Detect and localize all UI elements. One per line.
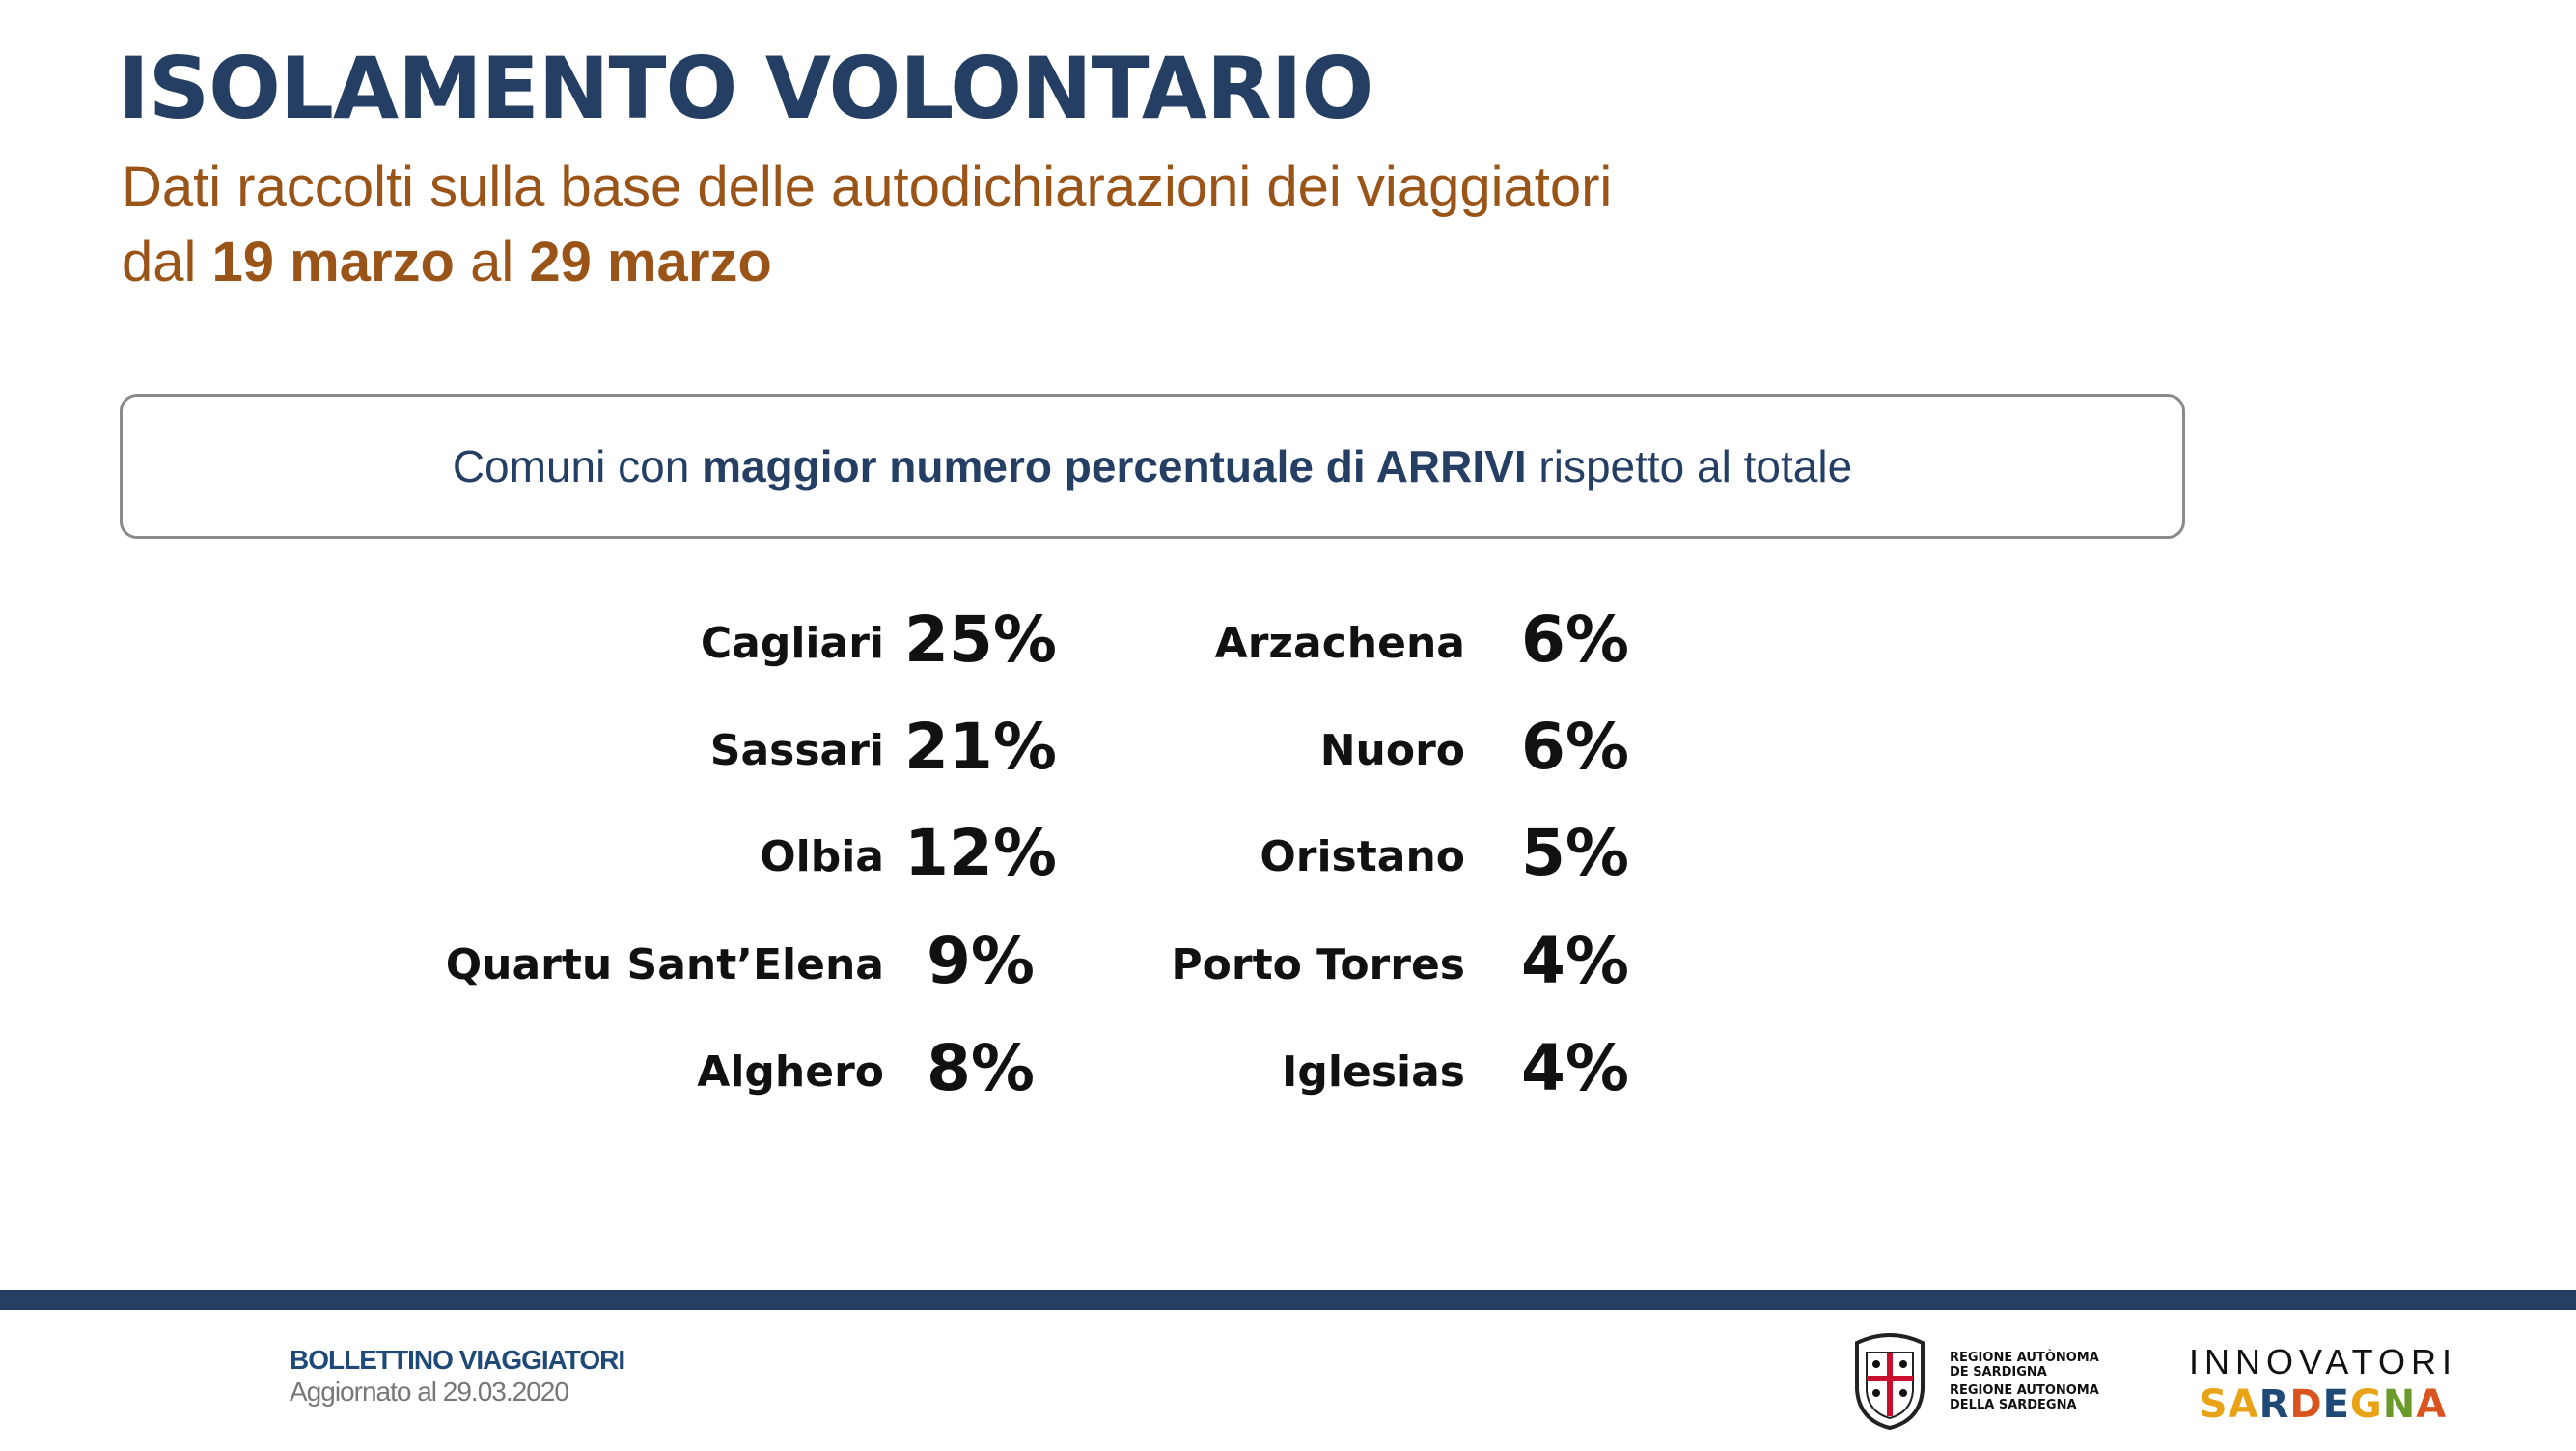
city-percentage: 5% [1521,816,1630,890]
city-percentage: 8% [926,1031,1036,1105]
innovatori-logo: INNOVATORI SARDEGNA [2189,1342,2458,1427]
subtitle-line1: Dati raccolti sulla base delle autodichi… [122,155,1613,218]
footer-bar [0,1290,2576,1310]
city-percentage: 6% [1521,602,1630,677]
city-name: Alghero [697,1047,884,1097]
city-name: Cagliari [700,619,884,668]
city-percentage: 6% [1521,710,1630,784]
subtitle-line2: dal 19 marzo al 29 marzo [122,231,772,293]
city-percentage: 9% [926,924,1036,998]
city-percentage: 4% [1521,1031,1630,1105]
city-name: Oristano [1260,832,1465,881]
city-name: Quartu Sant’Elena [445,940,884,990]
footer-updated: Aggiornato al 29.03.2020 [290,1377,569,1407]
region-logo: REGIONE AUTÒNOMA DE SARDIGNA REGIONE AUTON… [1843,1331,2099,1432]
city-name: Sassari [709,726,884,775]
city-name: Porto Torres [1171,940,1465,990]
city-name: Arzachena [1214,619,1465,668]
city-percentage: 21% [904,710,1057,784]
city-name: Nuoro [1319,726,1465,775]
section-header-box: Comuni con maggior numero percentuale di… [120,394,2185,539]
city-percentage: 4% [1521,924,1630,998]
city-percentage: 25% [904,602,1057,677]
footer-title: BOLLETTINO VIAGGIATORI [290,1345,625,1375]
city-name: Iglesias [1282,1047,1465,1097]
city-name: Olbia [760,832,884,881]
city-percentage: 12% [904,816,1057,890]
coat-of-arms-icon [1855,1333,1925,1431]
page-title: ISOLAMENTO VOLONTARIO [118,39,1373,138]
